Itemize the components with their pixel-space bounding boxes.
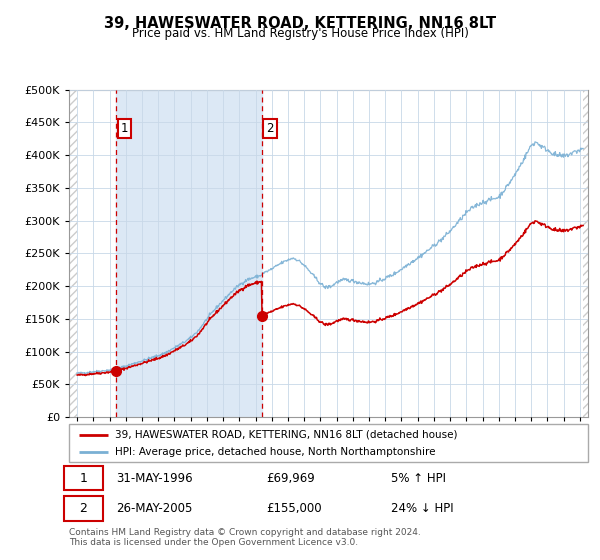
Bar <box>583 90 588 417</box>
Text: 1: 1 <box>121 123 128 136</box>
Text: 39, HAWESWATER ROAD, KETTERING, NN16 8LT (detached house): 39, HAWESWATER ROAD, KETTERING, NN16 8LT… <box>115 430 457 440</box>
Bar <box>69 90 77 417</box>
Bar <box>69 90 77 417</box>
Text: £69,969: £69,969 <box>266 472 315 485</box>
FancyBboxPatch shape <box>64 496 103 521</box>
Text: £155,000: £155,000 <box>266 502 322 515</box>
Text: 2: 2 <box>266 123 274 136</box>
Text: 2: 2 <box>79 502 87 515</box>
Text: HPI: Average price, detached house, North Northamptonshire: HPI: Average price, detached house, Nort… <box>115 447 435 458</box>
Text: 24% ↓ HPI: 24% ↓ HPI <box>391 502 454 515</box>
Text: 31-MAY-1996: 31-MAY-1996 <box>116 472 193 485</box>
Text: 26-MAY-2005: 26-MAY-2005 <box>116 502 192 515</box>
Bar <box>116 90 262 417</box>
Text: 5% ↑ HPI: 5% ↑ HPI <box>391 472 446 485</box>
Text: Price paid vs. HM Land Registry's House Price Index (HPI): Price paid vs. HM Land Registry's House … <box>131 27 469 40</box>
FancyBboxPatch shape <box>69 424 588 462</box>
Text: Contains HM Land Registry data © Crown copyright and database right 2024.
This d: Contains HM Land Registry data © Crown c… <box>69 528 421 547</box>
Text: 39, HAWESWATER ROAD, KETTERING, NN16 8LT: 39, HAWESWATER ROAD, KETTERING, NN16 8LT <box>104 16 496 31</box>
Text: 1: 1 <box>79 472 87 485</box>
FancyBboxPatch shape <box>64 466 103 491</box>
